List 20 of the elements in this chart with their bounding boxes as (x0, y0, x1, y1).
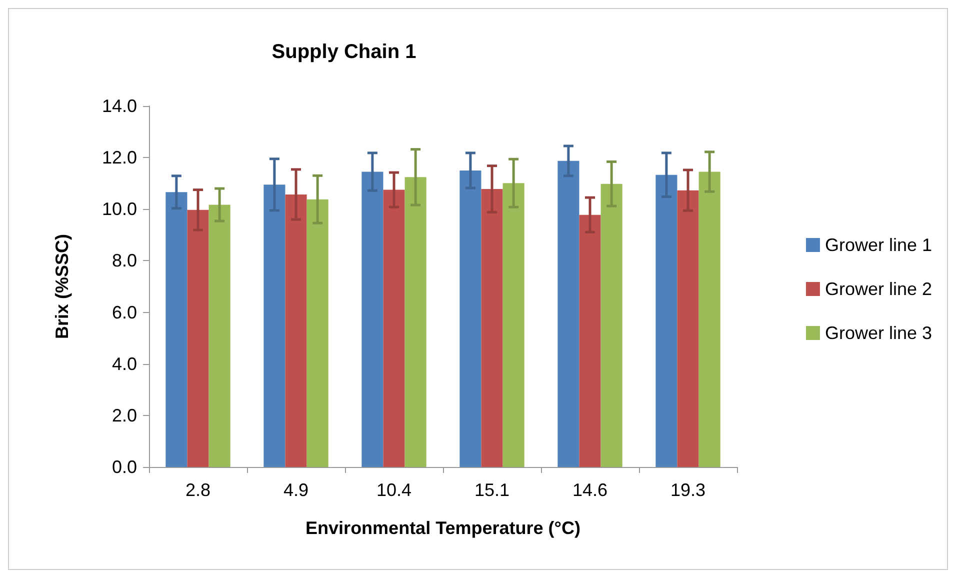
y-tick-label: 10.0 (102, 199, 137, 220)
x-tick-label: 4.9 (283, 480, 309, 500)
y-tick-label: 8.0 (112, 250, 137, 271)
legend-label: Grower line 1 (824, 235, 932, 255)
x-tick-label: 15.1 (474, 480, 510, 500)
x-tick-label: 2.8 (185, 480, 211, 500)
chart-title: Supply Chain 1 (272, 41, 416, 63)
y-tick-label: 0.0 (112, 457, 137, 477)
y-tick-label: 2.0 (112, 405, 137, 426)
legend-label: Grower line 3 (824, 323, 932, 343)
x-tick-label: 14.6 (572, 480, 608, 500)
x-tick-label: 10.4 (376, 480, 412, 500)
x-tick-label: 19.3 (670, 480, 706, 500)
y-tick-label: 14.0 (102, 96, 137, 116)
y-tick-label: 12.0 (102, 148, 137, 168)
y-tick-label: 4.0 (112, 354, 137, 374)
legend-label: Grower line 2 (824, 279, 932, 299)
y-tick-label: 6.0 (112, 302, 137, 322)
x-axis-title: Environmental Temperature (°C) (306, 518, 580, 538)
y-axis-title: Brix (%SSC) (52, 234, 72, 340)
